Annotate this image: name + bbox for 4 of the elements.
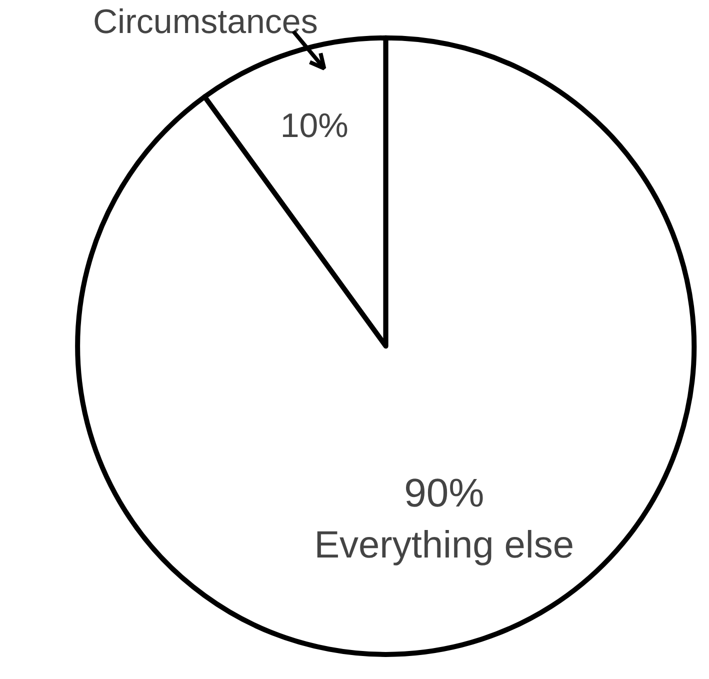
- data-label: 90%: [404, 472, 484, 516]
- slice-label: Circumstances: [92, 3, 318, 42]
- slice-label: Everything else: [314, 524, 574, 567]
- data-label: 10%: [280, 107, 348, 146]
